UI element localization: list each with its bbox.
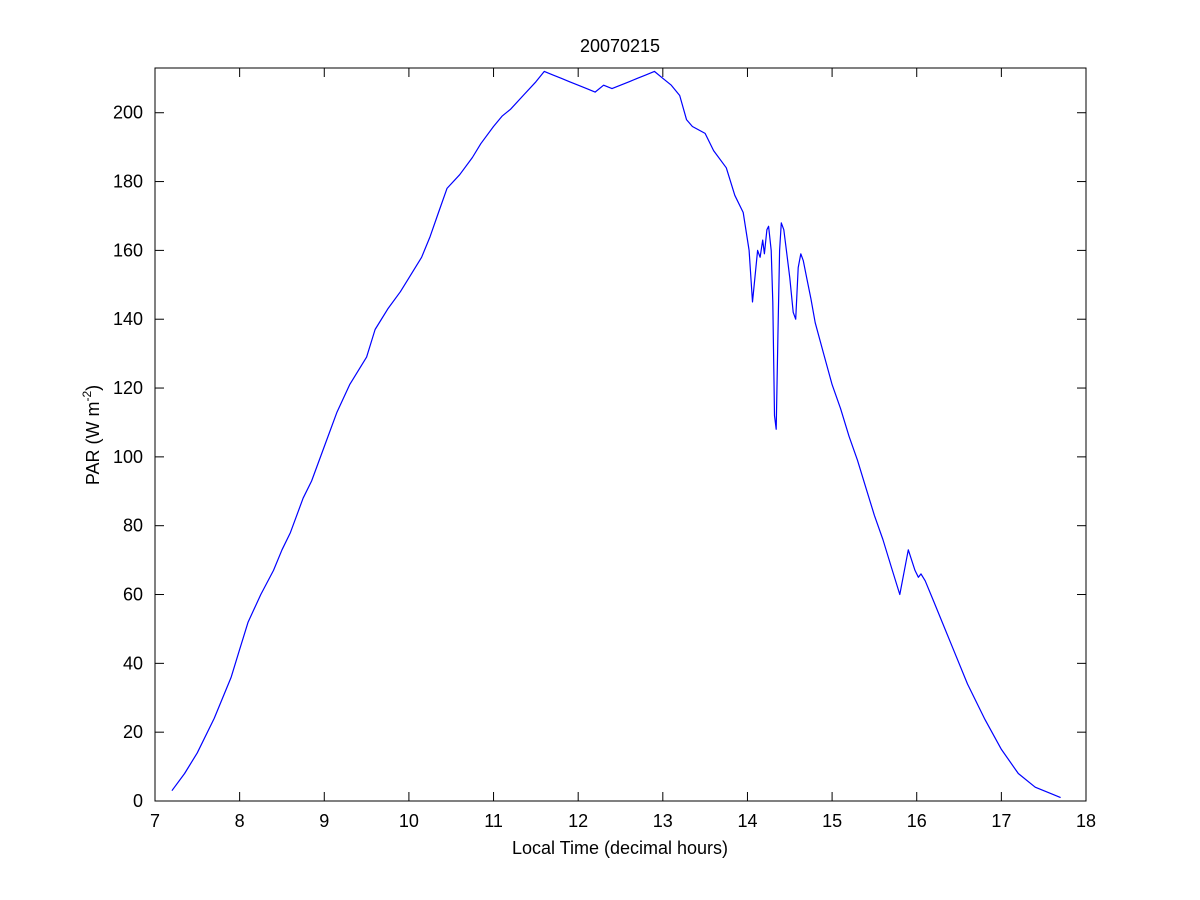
x-tick-label-11: 11: [484, 811, 503, 831]
x-tick-label-9: 9: [319, 811, 329, 831]
y-tick-label-180: 180: [113, 172, 143, 192]
x-tick-label-8: 8: [235, 811, 245, 831]
y-ticks: [155, 112, 1086, 802]
x-tick-label-15: 15: [822, 811, 842, 831]
x-tick-label-17: 17: [991, 811, 1011, 831]
y-tick-labels: 0 20 40 60 80 100 120 140 160 180 200: [113, 103, 143, 811]
x-tick-label-18: 18: [1076, 811, 1096, 831]
x-tick-label-16: 16: [907, 811, 927, 831]
x-tick-label-7: 7: [150, 811, 160, 831]
y-tick-label-80: 80: [123, 516, 143, 536]
chart-title: 20070215: [580, 36, 660, 56]
y-tick-label-200: 200: [113, 103, 143, 123]
y-tick-label-140: 140: [113, 309, 143, 329]
y-tick-label-120: 120: [113, 378, 143, 398]
y-tick-label-0: 0: [133, 791, 143, 811]
x-tick-label-13: 13: [653, 811, 673, 831]
y-axis-label-superscript: -2: [80, 391, 94, 402]
plot-frame: [154, 67, 1087, 802]
y-tick-label-40: 40: [123, 653, 143, 673]
y-axis-label: PAR (W m-2): [80, 385, 103, 485]
x-ticks: [154, 68, 1087, 801]
x-tick-label-10: 10: [399, 811, 419, 831]
y-tick-label-160: 160: [113, 240, 143, 260]
series-line: [171, 70, 1061, 799]
x-tick-labels: 7 8 9 10 11 12 13 14 15 16 17 18: [150, 811, 1096, 831]
y-tick-label-60: 60: [123, 585, 143, 605]
x-tick-label-14: 14: [737, 811, 757, 831]
x-axis-label: Local Time (decimal hours): [512, 838, 728, 858]
y-tick-label-20: 20: [123, 722, 143, 742]
y-tick-label-100: 100: [113, 447, 143, 467]
y-axis-label-main: PAR (W m: [83, 402, 103, 486]
y-axis-label-close: ): [83, 385, 103, 391]
x-tick-label-12: 12: [568, 811, 588, 831]
